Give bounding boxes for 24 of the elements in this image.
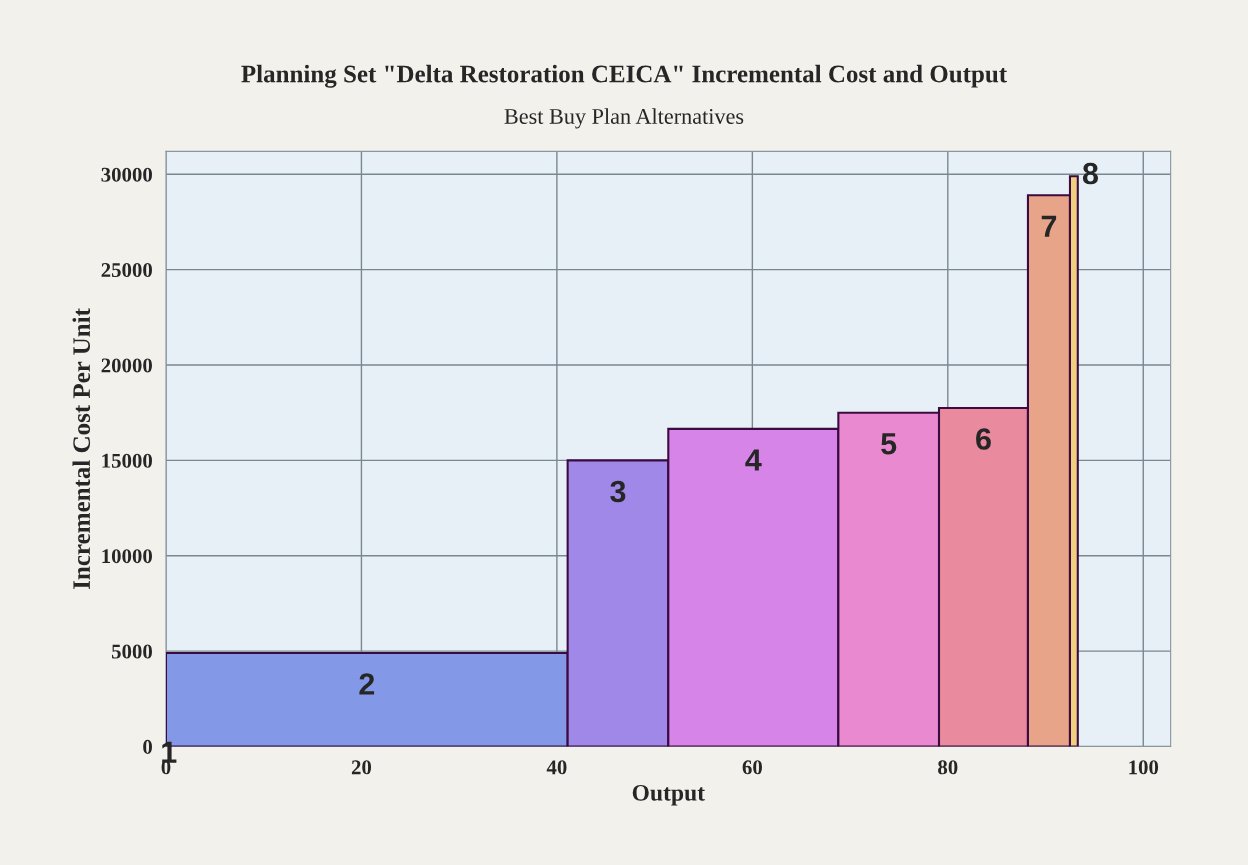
annotation: 5 <box>881 433 897 455</box>
annotation: 2 <box>359 673 375 695</box>
x-tick-label: 60 <box>742 760 762 775</box>
y-tick-label: 0 <box>143 739 152 754</box>
y-tick-label: 30000 <box>101 167 152 182</box>
annotation: 6 <box>976 428 991 450</box>
y-tick-label: 20000 <box>101 358 152 373</box>
annotation: 1 <box>162 741 177 763</box>
y-tick-label: 25000 <box>101 263 152 278</box>
x-axis-title: Output <box>632 784 705 806</box>
annotation: 7 <box>1041 215 1057 237</box>
y-tick-label: 15000 <box>102 453 152 468</box>
annotation: 3 <box>610 480 626 503</box>
x-tick-label: 40 <box>546 760 567 775</box>
y-axis-title: Incremental Cost Per Unit <box>72 308 91 589</box>
chart-subtitle: Best Buy Plan Alternatives <box>504 108 744 129</box>
x-tick-label: 20 <box>351 760 372 775</box>
y-tick-label: 10000 <box>102 549 152 564</box>
annotation: 4 <box>745 449 762 471</box>
y-tick-label: 5000 <box>111 644 152 659</box>
annotation: 8 <box>1082 162 1099 185</box>
x-tick-label: 80 <box>938 760 958 775</box>
x-tick-label: 100 <box>1129 760 1159 775</box>
chart-title: Planning Set "Delta Restoration CEICA" Incremental Cost and Output <box>241 64 1008 88</box>
